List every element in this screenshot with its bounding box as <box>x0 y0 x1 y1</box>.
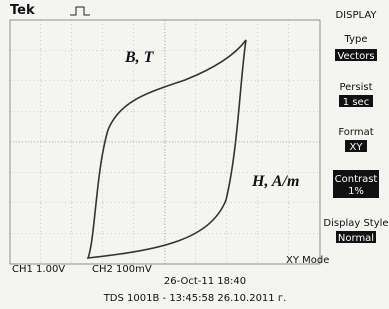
y-axis-label: B, T <box>124 49 155 66</box>
oscilloscope-screen: Tek B, T H, A/m DISPLAY Type Vectors Per… <box>0 0 389 305</box>
date: 26-Oct-11 18:40 <box>164 276 246 287</box>
menu-label: Contrast <box>335 174 378 185</box>
menu-label: Persist <box>339 82 372 93</box>
mode: XY Mode <box>286 255 329 266</box>
menu-value: XY <box>350 142 364 153</box>
ch1-setting: CH1 1.00V <box>12 264 65 275</box>
menu-value: Vectors <box>337 51 374 62</box>
menu-title: DISPLAY <box>335 10 377 21</box>
brand: Tek <box>10 3 35 18</box>
menu-label: Format <box>338 127 373 138</box>
menu-persist[interactable]: Persist 1 sec <box>339 82 373 108</box>
menu-value: 1% <box>348 186 364 197</box>
menu-value: 1 sec <box>343 97 369 108</box>
menu-contrast[interactable]: Contrast 1% <box>333 170 379 198</box>
menu-label: Type <box>344 34 368 45</box>
ch2-setting: CH2 100mV <box>92 264 152 275</box>
menu-label: Display Style <box>323 218 388 229</box>
menu-value: Normal <box>338 233 374 244</box>
x-axis-label: H, A/m <box>251 173 299 190</box>
footer-stamp: TDS 1001B - 13:45:58 26.10.2011 г. <box>103 293 287 304</box>
